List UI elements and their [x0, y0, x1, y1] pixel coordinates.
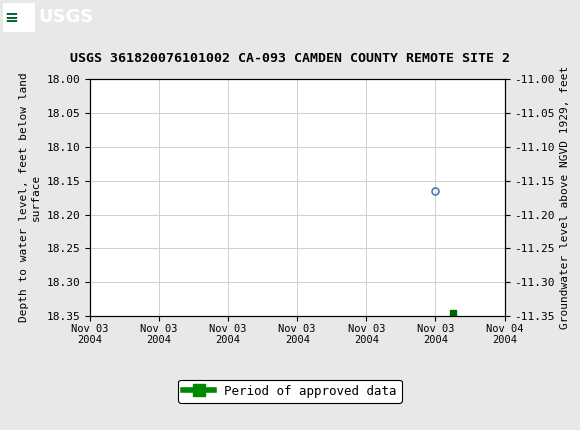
Text: USGS 361820076101002 CA-093 CAMDEN COUNTY REMOTE SITE 2: USGS 361820076101002 CA-093 CAMDEN COUNT… [70, 52, 510, 64]
FancyBboxPatch shape [3, 3, 35, 32]
Text: ≡: ≡ [4, 9, 18, 27]
Legend: Period of approved data: Period of approved data [178, 380, 402, 403]
Y-axis label: Depth to water level, feet below land
surface: Depth to water level, feet below land su… [19, 73, 41, 322]
Text: USGS: USGS [39, 9, 94, 27]
Y-axis label: Groundwater level above NGVD 1929, feet: Groundwater level above NGVD 1929, feet [560, 66, 570, 329]
